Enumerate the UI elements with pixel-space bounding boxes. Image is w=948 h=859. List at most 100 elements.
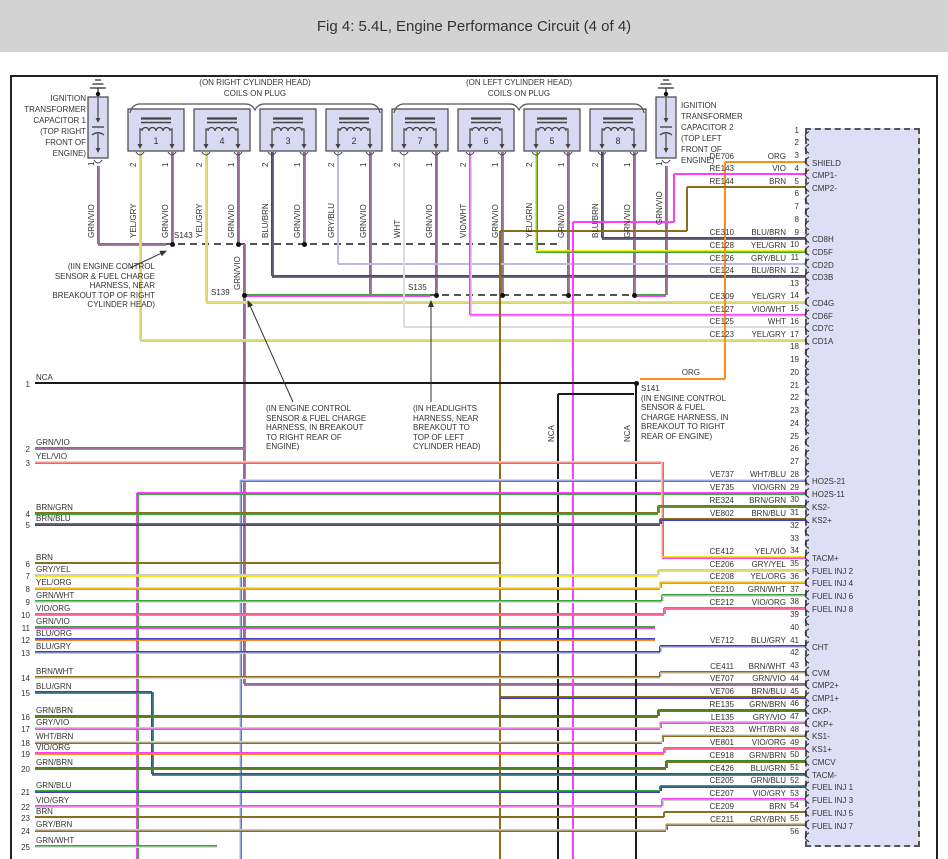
capacitor-label-line: FRONT OF: [681, 145, 722, 154]
splice-label-S143: S143: [174, 231, 193, 240]
nca-row1-seg0: [35, 382, 636, 384]
wire-color-pin-35: GRY/YEL: [751, 559, 786, 569]
capacitor-label-1: IGNITION TRANSFORMER CAPACITOR 1 (TOP RIGHT…: [0, 93, 86, 159]
connector-pin-number-44: 44: [790, 673, 799, 683]
row13-blugry-pin41-seg1: [658, 646, 662, 652]
annotation-line: BREAKOUT TO: [413, 423, 470, 433]
connector-pin-number-29: 29: [790, 482, 799, 492]
row5-brnblu-pin31-seg0: [35, 522, 660, 526]
connector-pin-number-42: 42: [790, 648, 799, 658]
coil-6-pin1-wire-label: GRN/VIO: [491, 204, 500, 238]
left-row-wire-label-22: VIO/GRY: [36, 796, 70, 805]
connector-pin-number-43: 43: [790, 661, 799, 670]
wire-id-VE735: VE735: [709, 483, 734, 492]
coil-4-pin2-number: 2: [195, 162, 204, 167]
re144-brn-pin5-seg1: [686, 187, 688, 231]
row19-vioorg-pin49-seg0: [35, 751, 664, 755]
connector-pin-number-20: 20: [790, 367, 799, 377]
coil-3-pin1-number: 1: [293, 162, 302, 167]
left-row-wire-label-17: GRY/VIO: [36, 718, 70, 727]
coil-2-pin1-wire-label: GRN/VIO: [359, 204, 368, 238]
connector-pin-number-47: 47: [790, 712, 799, 721]
left-row-number-16: 16: [21, 713, 30, 722]
coil-8-pin2-wire-label: BLU/BRN: [591, 203, 600, 238]
connector-pin-number-16: 16: [790, 316, 799, 326]
row17-gryvio-pin47-seg0: [35, 726, 660, 730]
left-row-wire-label-5: BRN/BLU: [36, 514, 71, 523]
coil-group-title-1: (ON LEFT CYLINDER HEAD): [465, 78, 573, 87]
vertical-label-NCA: NCA: [623, 425, 632, 442]
row7-gryyel-pin35-seg2: [658, 568, 805, 572]
connector-pin-number-45: 45: [790, 686, 799, 696]
left-row-wire-label-16: GRN/BRN: [36, 706, 73, 715]
coil-5-pin1-number: 1: [557, 162, 566, 167]
wire-color-pin-37: GRN/WHT: [747, 585, 786, 594]
row24-grybrn-pin55-seg1: [664, 824, 668, 830]
coil-group-subtitle-1: COILS ON PLUG: [487, 89, 551, 98]
annotation-line: CHARGE HARNESS, IN: [641, 412, 729, 422]
wire-color-pin-12: BLU/BRN: [751, 266, 786, 276]
connector-pin-number-11: 11: [790, 253, 799, 262]
connector-pin-label-53: FUEL INJ 3: [812, 796, 854, 805]
brnblu-pin45-seg0: [500, 695, 805, 699]
connector-pin-label-4: CMP1-: [812, 171, 837, 181]
annotation-1: (IN ENGINE CONTROL SENSOR & FUEL CHARGE HA…: [266, 404, 396, 452]
connector-pin-label-45: CMP1+: [812, 694, 839, 703]
coil-5-pin1-wire-label: GRN/VIO: [557, 204, 566, 238]
whtblu-pin28-seg0: [240, 478, 805, 482]
wire-id-VE801: VE801: [709, 738, 734, 747]
connector-pin-number-12: 12: [790, 265, 799, 275]
left-row-wire-label-24: GRY/BRN: [36, 820, 73, 829]
connector-pin-number-7: 7: [794, 202, 799, 211]
coil-8-pin2-number: 2: [591, 162, 600, 167]
annotation-line: (IIN ENGINE CONTROL: [67, 262, 155, 271]
row9-grnwht-pin37-seg2: [662, 593, 805, 597]
coil7-pin2-to-pin16-seg1: [404, 326, 805, 328]
wire-id-RE135: RE135: [709, 699, 734, 709]
wire-color-pin-47: GRY/VIO: [752, 712, 786, 722]
row7-gryyel-pin35-seg1: [656, 570, 660, 575]
vertical-label-GRN/VIO: GRN/VIO: [233, 256, 242, 290]
coil-8-pin1-wire-label: GRN/VIO: [623, 204, 632, 238]
annotation-line: S141: [641, 384, 660, 393]
left-row-wire-label-25: GRN/WHT: [36, 836, 75, 845]
capacitor-label-line: CAPACITOR 1: [33, 116, 86, 125]
row3-yelvio-pin34-seg1: [660, 462, 664, 557]
wire-color-pin-14: YEL/GRY: [751, 291, 786, 301]
re143-vio-pin4-seg3: [572, 222, 574, 859]
row17-gryvio-pin47-seg2: [660, 720, 805, 724]
connector-pin-number-34: 34: [790, 546, 799, 556]
left-row-number-24: 24: [21, 827, 30, 836]
left-row-number-10: 10: [21, 611, 30, 620]
row9-grnwht-pin37-seg0: [35, 599, 662, 603]
wire-id-CE124: CE124: [709, 266, 734, 276]
coil8-pin2-to-pin9-seg1: [602, 236, 805, 240]
page-title: Fig 4: 5.4L, Engine Performance Circuit …: [316, 17, 632, 35]
wire-color-pin-50: GRN/BRN: [749, 750, 786, 760]
coil1-pin1-wire-seg0: [170, 152, 174, 244]
row14-brnwht-pin43-seg2: [660, 670, 805, 674]
org-pin3-s141-seg2: [640, 378, 725, 380]
connector-pin-number-25: 25: [790, 431, 799, 441]
connector-pin-label-44: CMP2+: [812, 681, 839, 691]
wire-id-RE324: RE324: [709, 495, 734, 505]
connector-pin-number-10: 10: [790, 240, 799, 250]
connector-pin-label-30: KS2-: [812, 502, 830, 512]
coil-group-bracket-0: [129, 103, 381, 114]
ignition-coil-7: 7: [391, 108, 449, 156]
capacitor-label-line: CAPACITOR 2: [681, 123, 734, 132]
wire-color-pin-15: VIO/WHT: [751, 304, 786, 314]
connector-pin-number-17: 17: [790, 329, 799, 339]
coil-8-pin1-number: 1: [623, 162, 632, 167]
left-row-wire-label-13: BLU/GRY: [36, 642, 71, 651]
coil-4-pin1-number: 1: [227, 162, 236, 167]
left-row-wire-label-2: GRN/VIO: [36, 438, 70, 447]
connector-pin-number-36: 36: [790, 571, 799, 581]
wire-color-pin-31: BRN/BLU: [751, 508, 786, 518]
row24-grybrn-pin55-seg0: [35, 828, 666, 832]
vertical-label-1: 1: [87, 161, 96, 166]
row10-vioorg-pin38-seg0: [35, 612, 664, 616]
row24-grybrn-pin55-seg2: [666, 822, 805, 826]
vertical-label-GRN/VIO: GRN/VIO: [87, 204, 96, 238]
